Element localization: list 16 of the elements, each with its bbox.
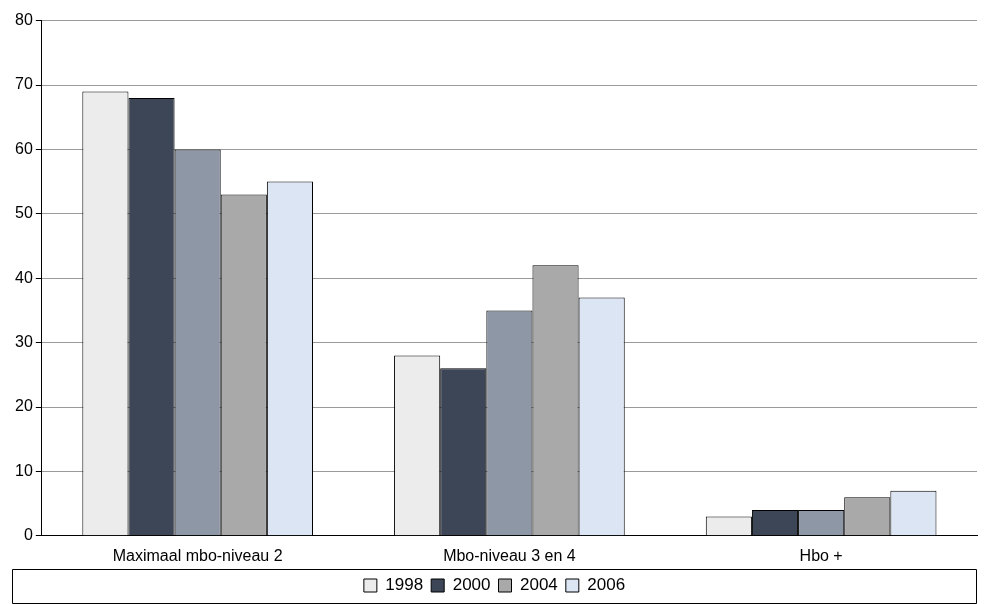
legend-label: 2004: [520, 575, 558, 595]
y-tick-label: 80: [15, 11, 33, 29]
y-tick-label: 40: [15, 268, 33, 286]
x-tick-label: Mbo-niveau 3 en 4: [443, 546, 576, 564]
y-tick-label: 50: [15, 204, 33, 222]
legend-label: 2000: [452, 575, 491, 595]
y-tick-label: 30: [15, 333, 33, 351]
y-tick-label: 20: [15, 397, 33, 415]
y-tick-label: 0: [23, 526, 33, 544]
x-tick-label: Hbo +: [799, 546, 843, 564]
y-tick-label: 70: [15, 75, 33, 93]
x-tick-label: Maximaal mbo-niveau 2: [112, 546, 283, 564]
y-tick-label: 60: [15, 139, 33, 157]
legend-label: 2006: [587, 575, 626, 595]
y-tick-label: 10: [15, 461, 33, 479]
legend-label: 1998: [385, 575, 424, 595]
